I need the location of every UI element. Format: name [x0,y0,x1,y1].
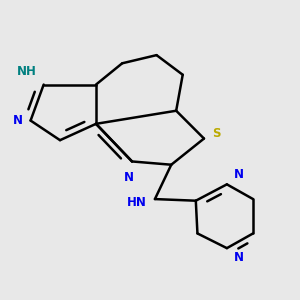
Text: HN: HN [127,196,147,209]
Text: N: N [233,168,243,181]
Text: N: N [233,251,243,264]
Text: N: N [124,171,134,184]
Text: S: S [212,127,221,140]
Text: NH: NH [17,65,37,78]
Text: N: N [12,114,22,127]
